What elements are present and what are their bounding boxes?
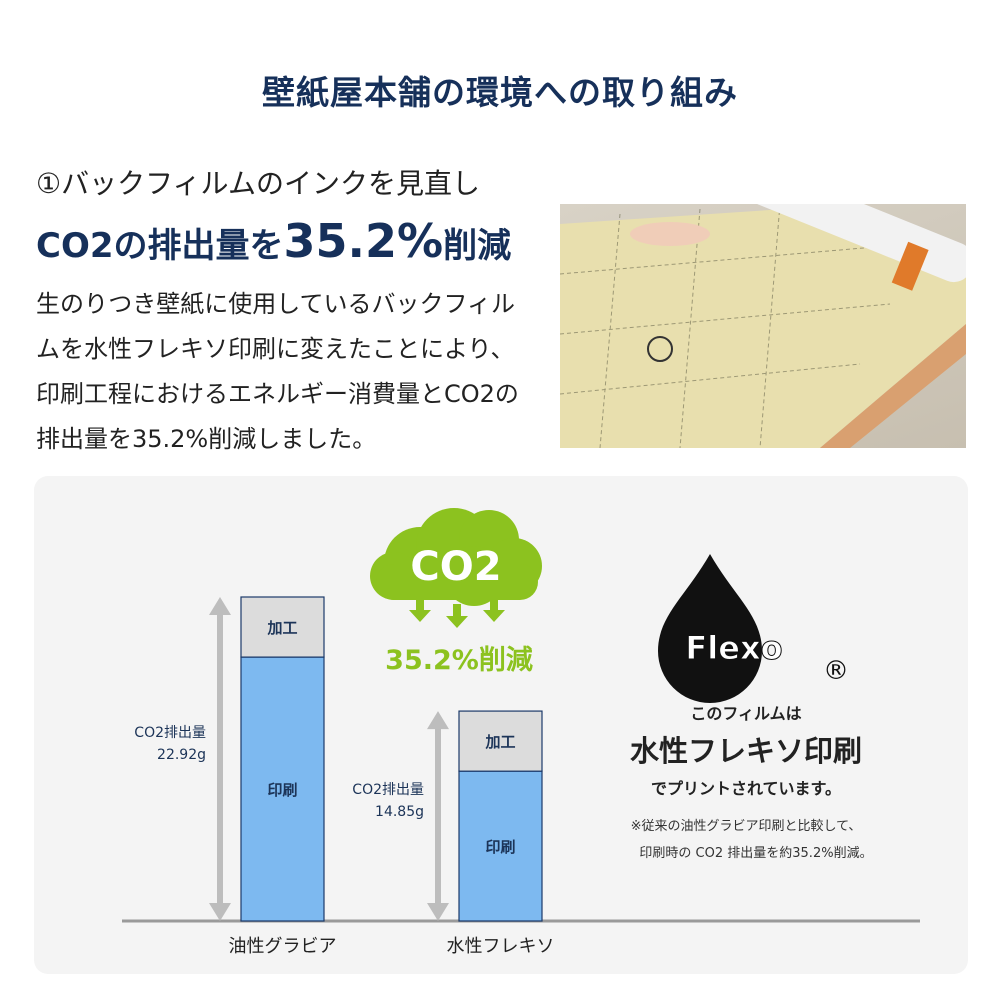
page-title: 壁紙屋本舗の環境への取り組み	[262, 73, 738, 112]
down-arrow-icon	[490, 598, 498, 612]
arrow-head-up	[427, 711, 449, 730]
headline: CO2の排出量を35.2%削減	[36, 214, 511, 268]
total-label: CO2排出量	[352, 782, 424, 798]
flexo-note1: ※従来の油性グラビア印刷と比較して、	[631, 819, 862, 834]
down-arrow-icon	[446, 616, 468, 628]
arrow-head-down	[209, 903, 231, 921]
segment-label: 印刷	[485, 838, 515, 856]
headline-pre: CO2の排出量を	[36, 226, 284, 266]
bar-segment	[458, 710, 543, 772]
flexo-line2: 水性フレキソ印刷	[630, 734, 862, 768]
product-photo	[560, 204, 966, 448]
flexo-line3: でプリントされています。	[651, 779, 841, 798]
headline-post: 削減	[443, 226, 512, 266]
co2-chart: 印刷加工CO2排出量22.92g油性グラビア印刷加工CO2排出量14.85g水性…	[122, 508, 920, 957]
ink-drop-icon	[658, 554, 762, 703]
cloud-icon	[376, 564, 538, 600]
headline-value: 35.2%	[283, 214, 444, 268]
photo-illustration	[560, 204, 966, 448]
cloud-label: CO2	[410, 544, 501, 590]
flexo-line1: このフィルムは	[690, 704, 801, 723]
registered-mark: ®	[823, 656, 849, 686]
flexo-note2: 印刷時の CO2 排出量を約35.2%削減。	[639, 845, 872, 861]
segment-label: 加工	[484, 733, 515, 751]
category-label: 油性グラビア	[229, 936, 337, 957]
segment-label: 加工	[266, 619, 297, 637]
flexo-logo: Flexo	[685, 629, 782, 667]
segment-label: 印刷	[267, 781, 297, 799]
bar-segment	[240, 596, 325, 658]
total-label: CO2排出量	[134, 725, 206, 741]
bar-segment	[458, 770, 543, 922]
infographic-panel: 印刷 加工 CO2排出量 22.92g 油性グラビア 印刷 加工 CO2排出量 14.85g 水性…	[34, 476, 968, 974]
down-arrow-icon	[453, 604, 461, 618]
down-arrow-icon	[483, 610, 505, 622]
total-value: 14.85g	[375, 804, 424, 820]
reduction-label: 35.2%削減	[385, 645, 533, 676]
section-body: 生のりつき壁紙に使用しているバックフィルムを水性フレキソ印刷に変えたことにより、…	[36, 290, 519, 453]
arrow-head-down	[427, 903, 449, 921]
arrow-head-up	[209, 597, 231, 615]
down-arrow-icon	[409, 610, 431, 622]
down-arrow-icon	[416, 598, 424, 612]
section-subtitle: ①バックフィルムのインクを見直し	[36, 167, 480, 200]
category-label: 水性フレキソ	[447, 936, 555, 957]
total-value: 22.92g	[157, 747, 206, 763]
